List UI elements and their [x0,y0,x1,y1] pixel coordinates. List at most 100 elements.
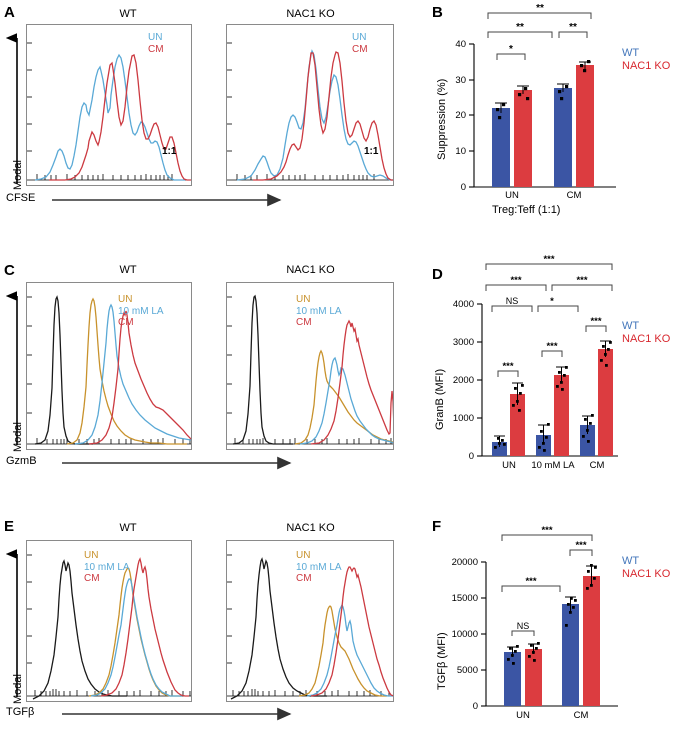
panel-e-legend-la: 10 mM LA [84,561,130,573]
panel-a-ko-ratio: 1:1 [364,146,379,157]
panel-e-wt-plot [26,540,192,702]
panel-e-y-axis-arrow [5,549,18,697]
svg-text:***: *** [575,540,586,551]
panel-e-legend-un: UN [84,550,99,561]
svg-text:5000: 5000 [457,665,478,676]
panel-c-ko-legend: UN 10 mM LA CM [296,294,342,329]
svg-text:*: * [509,44,513,55]
svg-text:UN: UN [505,190,519,201]
panel-f-y-axis-label: TGFβ (MFI) [436,632,448,690]
panel-b-bar-un-wt [492,108,510,187]
panel-b-label: B [432,4,443,21]
panel-c-y-axis-arrow [5,291,18,445]
panel-a-wt-title: WT [119,8,137,20]
svg-text:1000: 1000 [453,413,474,424]
panel-a-ko-plot [226,24,394,186]
panel-e-ko-legend-cm: CM [296,573,312,584]
panel-c-ko-legend-un: UN [296,294,311,305]
panel-f-label: F [432,518,442,535]
panel-c-wt-legend: UN 10 mM LA CM [118,294,164,329]
svg-text:***: *** [502,361,513,372]
svg-text:CM: CM [590,460,605,471]
svg-text:***: *** [510,275,521,286]
svg-text:**: ** [569,22,577,33]
svg-text:NS: NS [517,621,530,631]
panel-e-ko-plot [226,540,394,702]
panel-a-wt-plot [26,24,192,186]
panel-b-legend-wt: WT [622,47,640,59]
panel-f-bar-un-ko [525,649,542,706]
panel-a-y-axis-label: Modal [12,160,24,190]
panel-c-ko-legend-cm: CM [296,317,312,328]
panel-e-x-axis-arrow [62,707,292,721]
svg-text:***: *** [525,576,536,587]
panel-e-wt-title: WT [119,522,137,534]
panel-f-legend: WT NAC1 KO [622,555,670,581]
panel-e-wt-legend: UN 10 mM LA CM [84,550,130,585]
panel-d-bar-un-ko [510,394,525,456]
panel-a-wt-legend: UN CM [148,32,164,55]
svg-text:0: 0 [473,701,478,712]
panel-a-label: A [4,4,15,21]
panel-b-y-axis-label: Suppression (%) [436,78,448,160]
panel-e-y-axis-label: Modal [12,674,24,704]
svg-text:UN: UN [502,460,516,471]
panel-d-bar-la-ko [554,375,569,456]
panel-c-legend-la: 10 mM LA [118,305,164,317]
panel-c-ko-plot [226,282,394,450]
panel-d-label: D [432,266,443,283]
panel-c-y-axis-label: Modal [12,422,24,452]
panel-a-ko-legend-un: UN [352,32,367,43]
panel-d-chart: 0 1000 2000 3000 4000 [453,254,618,471]
panel-a-legend-cm: CM [148,43,164,55]
panel-d-bar-cm-ko [598,349,613,456]
panel-b-legend-ko: NAC1 KO [622,60,671,72]
svg-text:***: *** [576,275,587,286]
svg-text:***: *** [546,341,557,352]
svg-text:CM: CM [567,190,582,201]
svg-text:***: *** [543,254,554,265]
panel-a-y-axis-arrow [5,33,18,184]
panel-e-x-axis-label: TGFβ [6,706,35,718]
svg-text:10000: 10000 [452,629,478,640]
panel-a-ko-title: NAC1 KO [286,8,335,20]
svg-text:UN: UN [516,710,530,721]
svg-text:0: 0 [461,182,466,193]
svg-text:2000: 2000 [453,375,474,386]
svg-text:4000: 4000 [453,299,474,310]
svg-text:3000: 3000 [453,337,474,348]
svg-text:10: 10 [455,146,466,157]
svg-text:40: 40 [455,39,466,50]
panel-d-legend: WT NAC1 KO [622,320,670,346]
panel-a-ko-legend-cm: CM [352,43,368,55]
panel-c-label: C [4,262,15,279]
svg-text:10 mM LA: 10 mM LA [531,460,575,471]
panel-c-ko-legend-la: 10 mM LA [296,305,342,317]
panel-f-bar-un-wt [504,652,521,706]
panel-e-label: E [4,518,15,535]
panel-c-legend-un: UN [118,294,133,305]
panel-d-y-axis-label: GranB (MFI) [434,368,446,430]
panel-a-ko-legend: UN CM [352,32,368,55]
panel-c-x-axis-arrow [62,456,292,470]
panel-a-legend-un: UN [148,32,163,43]
svg-text:0: 0 [469,451,474,462]
panel-a-wt-ratio: 1:1 [162,146,177,157]
panel-e-ko-legend: UN 10 mM LA CM [296,550,342,585]
panel-b-x-axis-label: Treg:Teff (1:1) [492,204,561,216]
panel-b-legend: WT NAC1 KO [622,47,670,73]
panel-b-bar-un-ko [514,90,532,187]
svg-text:**: ** [516,22,524,33]
svg-text:***: *** [541,525,552,536]
panel-f-bar-cm-wt [562,604,579,706]
panel-e-ko-title: NAC1 KO [286,522,335,534]
svg-text:**: ** [536,3,544,14]
panel-c-ko-title: NAC1 KO [286,264,335,276]
svg-text:15000: 15000 [452,593,478,604]
panel-b-bar-cm-wt [554,88,572,187]
panel-a-x-axis-arrow [52,193,282,207]
panel-e-legend-cm: CM [84,573,100,584]
svg-text:***: *** [590,316,601,327]
panel-a-x-axis-label: CFSE [6,192,36,204]
svg-text:30: 30 [455,75,466,86]
